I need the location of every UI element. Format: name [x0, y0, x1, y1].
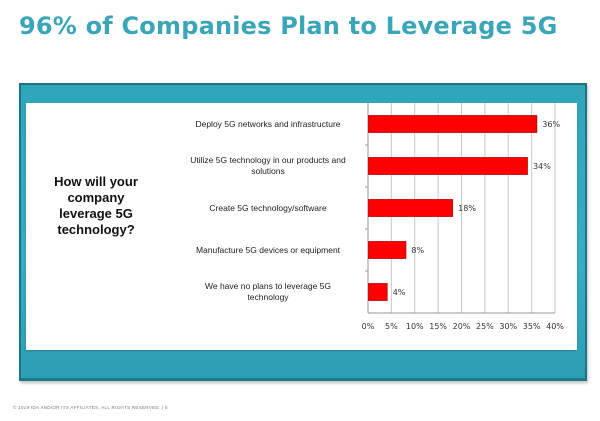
question-line: leverage 5G	[59, 206, 133, 221]
category-label-line: Deploy 5G networks and infrastructure	[195, 118, 341, 129]
question-line: How will your company	[54, 174, 138, 205]
slide-title: 96% of Companies Plan to Leverage 5G	[19, 12, 558, 40]
x-tick-label: 20%	[453, 322, 471, 331]
data-label: 4%	[393, 288, 406, 297]
category-label-line: Utilize 5G technology in our products an…	[190, 155, 346, 165]
category-label: Create 5G technology/software	[178, 203, 358, 214]
bar	[368, 283, 388, 301]
category-label-line: We have no plans to leverage 5G	[204, 281, 331, 291]
bar	[368, 115, 538, 133]
x-tick-label: 40%	[546, 322, 564, 331]
data-label: 36%	[542, 120, 560, 129]
x-tick-label: 25%	[476, 322, 494, 331]
bar	[368, 199, 454, 217]
x-tick-label: 5%	[385, 322, 398, 331]
x-tick-label: 30%	[499, 322, 517, 331]
category-label: Deploy 5G networks and infrastructure	[178, 119, 358, 130]
x-tick-label: 15%	[429, 322, 447, 331]
footer-copyright: © 2019 IDA AND/OR ITS AFFILIATES. ALL RI…	[13, 405, 168, 410]
category-label-line: solutions	[251, 166, 285, 176]
question-line: technology?	[57, 222, 135, 237]
category-label-line: Create 5G technology/software	[209, 202, 327, 213]
x-tick-label: 0%	[362, 322, 375, 331]
x-tick-label: 10%	[406, 322, 424, 331]
data-label: 34%	[533, 162, 551, 171]
category-label: Manufacture 5G devices or equipment	[178, 245, 358, 256]
category-label: Utilize 5G technology in our products an…	[178, 155, 358, 177]
bar	[368, 157, 528, 175]
category-label-line: technology	[247, 292, 289, 302]
data-label: 18%	[458, 204, 476, 213]
category-label-line: Manufacture 5G devices or equipment	[195, 244, 341, 255]
data-label: 8%	[411, 246, 424, 255]
category-label: We have no plans to leverage 5G technolog…	[178, 281, 358, 303]
chart-question: How will your company leverage 5G techno…	[30, 174, 162, 238]
x-tick-label: 35%	[523, 322, 541, 331]
bar	[368, 241, 407, 259]
